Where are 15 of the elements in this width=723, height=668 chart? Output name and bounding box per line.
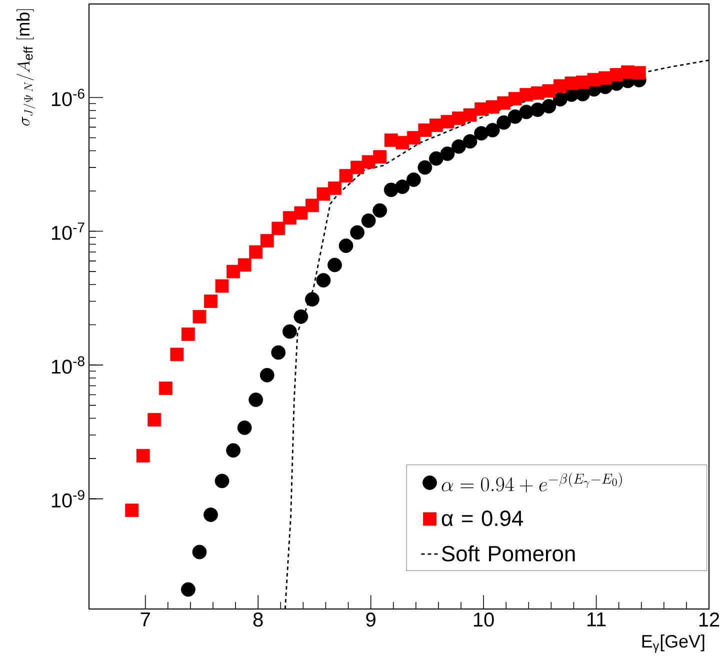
x-axis-title: E$_{γ}$[GeV]	[642, 634, 704, 653]
legend-label: $\alpha = 0.94 + e^{-\beta(E_{\gamma} - E_{0})}$	[442, 472, 622, 492]
x-tick-label: 8	[253, 612, 263, 627]
y-tick-label: 10$^{-7}$	[52, 222, 84, 240]
x-tick-label: 7	[140, 612, 150, 626]
legend-label: α = 0.94	[442, 510, 524, 526]
x-tick-label: 11	[587, 612, 606, 626]
legend-label: Soft Pomeron	[442, 545, 575, 562]
y-tick-label: 10$^{-8}$	[52, 356, 84, 374]
y-tick-label: 10$^{-6}$	[52, 88, 84, 106]
x-tick-label: 10	[474, 612, 494, 627]
y-tick-label: 10$^{-9}$	[52, 490, 84, 508]
y-axis-title: $\sigma_{J/\Psi\,N}/A_{\mathrm{eff}}\ [\mathrm{mb}]$	[16, 9, 36, 126]
x-tick-label: 12	[699, 612, 720, 626]
x-tick-label: 9	[366, 612, 376, 627]
